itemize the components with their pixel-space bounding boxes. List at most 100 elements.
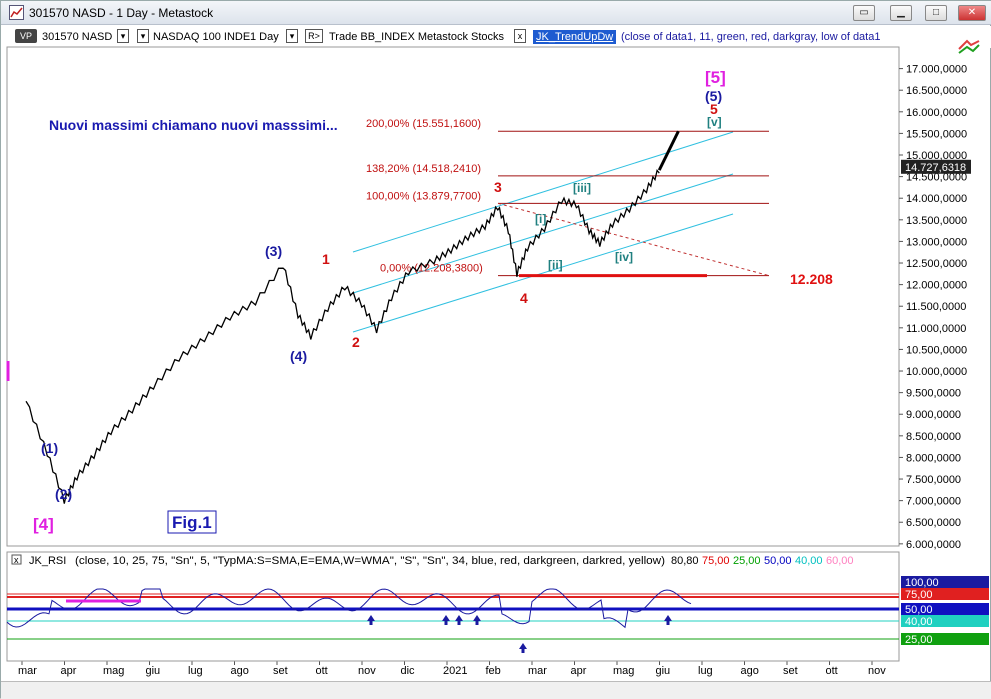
symbol-dropdown-icon[interactable]: ▾ bbox=[117, 29, 129, 43]
close-indicator-icon[interactable]: x bbox=[514, 29, 526, 43]
trade-text: Trade BB_INDEX Metastock Stocks bbox=[329, 31, 505, 43]
price-tick-label: 6.000,0000 bbox=[906, 539, 961, 551]
downtrend-dotted-line bbox=[497, 202, 770, 277]
rsi-indicator-name: JK_RSI bbox=[29, 555, 66, 567]
trend-channel-line bbox=[352, 173, 734, 294]
price-series-line bbox=[25, 168, 660, 504]
rsi-up-arrow-icon bbox=[442, 615, 450, 625]
date-axis-label: nov bbox=[868, 665, 886, 677]
window-title: 301570 NASD - 1 Day - Metastock bbox=[29, 6, 214, 20]
date-axis-label: mag bbox=[103, 665, 124, 677]
price-tick-label: 13.500,0000 bbox=[906, 215, 967, 227]
date-axis-label: lug bbox=[698, 665, 713, 677]
index-dropdown-icon[interactable]: ▾ bbox=[137, 29, 149, 43]
date-axis-label: mag bbox=[613, 665, 634, 677]
trend-channel-line bbox=[352, 213, 734, 333]
price-tick-label: 7.000,0000 bbox=[906, 496, 961, 508]
level-12208-label: 12.208 bbox=[790, 271, 833, 287]
rsi-level-legend: 40,00 bbox=[795, 555, 823, 567]
period-label: 1 Day bbox=[250, 31, 279, 43]
date-axis-label: set bbox=[783, 665, 798, 677]
fib-level-label: 200,00% (15.551,1600) bbox=[366, 118, 481, 130]
restore-down-button[interactable]: ▭ bbox=[853, 5, 875, 21]
price-tick-label: 6.500,0000 bbox=[906, 517, 961, 529]
scale-tool-icon[interactable] bbox=[958, 39, 980, 50]
period-dropdown-icon[interactable]: ▾ bbox=[286, 29, 298, 43]
fig-label-box bbox=[167, 510, 217, 534]
rsi-axis-tag-bg bbox=[901, 633, 989, 645]
wave-label: [iii] bbox=[573, 181, 591, 195]
current-price-tag: 14.727,6318 bbox=[905, 162, 966, 174]
rsi-axis-tag: 100,00 bbox=[905, 577, 939, 589]
price-tick-label: 8.500,0000 bbox=[906, 431, 961, 443]
price-tick-label: 16.000,0000 bbox=[906, 107, 967, 119]
vp-badge[interactable]: VP bbox=[15, 29, 37, 43]
wave-label: (1) bbox=[41, 440, 58, 456]
price-tick-label: 14.000,0000 bbox=[906, 193, 967, 205]
wave-label: 3 bbox=[494, 179, 502, 195]
date-axis-label: nov bbox=[358, 665, 376, 677]
price-tick-label: 12.000,0000 bbox=[906, 280, 967, 292]
wave-label: (2) bbox=[55, 486, 72, 502]
indicator-name[interactable]: JK_TrendUpDw bbox=[533, 30, 617, 44]
wave-label: 1 bbox=[322, 251, 330, 267]
price-tick-label: 11.500,0000 bbox=[906, 301, 966, 313]
date-axis-label: feb bbox=[486, 665, 501, 677]
date-axis-label: giu bbox=[656, 665, 671, 677]
price-panel bbox=[6, 46, 900, 547]
wave-label: [v] bbox=[707, 115, 722, 129]
scale-tool-icon-green[interactable] bbox=[958, 44, 980, 54]
price-tick-label: 15.000,0000 bbox=[906, 150, 967, 162]
price-tick-label: 11.000,0000 bbox=[906, 323, 966, 335]
rsi-close-x: x bbox=[14, 555, 19, 565]
wave-label: (4) bbox=[290, 348, 307, 364]
wave-label: [5] bbox=[705, 68, 726, 87]
rsi-up-arrow-icon bbox=[473, 615, 481, 625]
r-button[interactable]: R> bbox=[305, 29, 323, 43]
fig-label: Fig.1 bbox=[172, 513, 212, 532]
minimize-button[interactable]: ▁ bbox=[890, 5, 912, 21]
date-axis-label: ago bbox=[231, 665, 249, 677]
title-bar[interactable]: 301570 NASD - 1 Day - Metastock ▭ ▁ □ ✕ bbox=[1, 1, 991, 25]
maximize-button[interactable]: □ bbox=[925, 5, 947, 21]
rsi-close-icon[interactable] bbox=[11, 554, 22, 565]
rsi-axis-tag: 25,00 bbox=[905, 634, 933, 646]
rsi-up-arrow-icon bbox=[519, 643, 527, 653]
symbol-label: 301570 NASD bbox=[42, 31, 113, 43]
index-name: NASDAQ 100 INDE bbox=[153, 31, 251, 43]
price-tick-label: 10.500,0000 bbox=[906, 344, 967, 356]
rsi-level-legend: 60,00 bbox=[826, 555, 854, 567]
wave-label: (3) bbox=[265, 243, 282, 259]
wave-label: [i] bbox=[535, 212, 546, 226]
fib-level-label: 0,00% (12.208,3800) bbox=[380, 263, 483, 275]
date-axis-label: dic bbox=[401, 665, 416, 677]
rsi-indicator-params: (close, 10, 25, 75, "Sn", 5, "TypMA:S=SM… bbox=[75, 555, 665, 567]
rsi-axis-tag-bg bbox=[901, 615, 989, 627]
rsi-level-legend: 75,00 bbox=[702, 555, 730, 567]
price-tick-label: 15.500,0000 bbox=[906, 128, 967, 140]
rsi-axis-tag: 75,00 bbox=[905, 589, 933, 601]
price-tick-label: 9.500,0000 bbox=[906, 388, 961, 400]
price-tick-label: 10.000,0000 bbox=[906, 366, 967, 378]
date-axis-label: apr bbox=[61, 665, 77, 677]
rsi-axis-tag: 40,00 bbox=[905, 616, 933, 628]
headline-text: Nuovi massimi chiamano nuovi masssimi... bbox=[49, 117, 338, 133]
wave-label: (5) bbox=[705, 88, 722, 104]
wave-label: 5 bbox=[710, 101, 718, 117]
wave-label: [ii] bbox=[548, 258, 563, 272]
price-tick-label: 9.000,0000 bbox=[906, 409, 961, 421]
fib-level-label: 138,20% (14.518,2410) bbox=[366, 163, 481, 175]
rsi-level-legend: 50,00 bbox=[764, 555, 792, 567]
date-axis-label: ott bbox=[316, 665, 328, 677]
chart-toolbar: VP 301570 NASD ▾ ▾ NASDAQ 100 INDE 1 Day… bbox=[1, 26, 991, 48]
date-axis-label: mar bbox=[18, 665, 37, 677]
rsi-panel bbox=[6, 551, 900, 662]
rsi-up-arrow-icon bbox=[455, 615, 463, 625]
rsi-level-legend: 80,80 bbox=[671, 555, 699, 567]
close-button[interactable]: ✕ bbox=[958, 5, 986, 21]
app-chart-icon bbox=[9, 5, 24, 20]
date-axis-label: 2021 bbox=[443, 665, 467, 677]
fib-level-label: 100,00% (13.879,7700) bbox=[366, 190, 481, 202]
